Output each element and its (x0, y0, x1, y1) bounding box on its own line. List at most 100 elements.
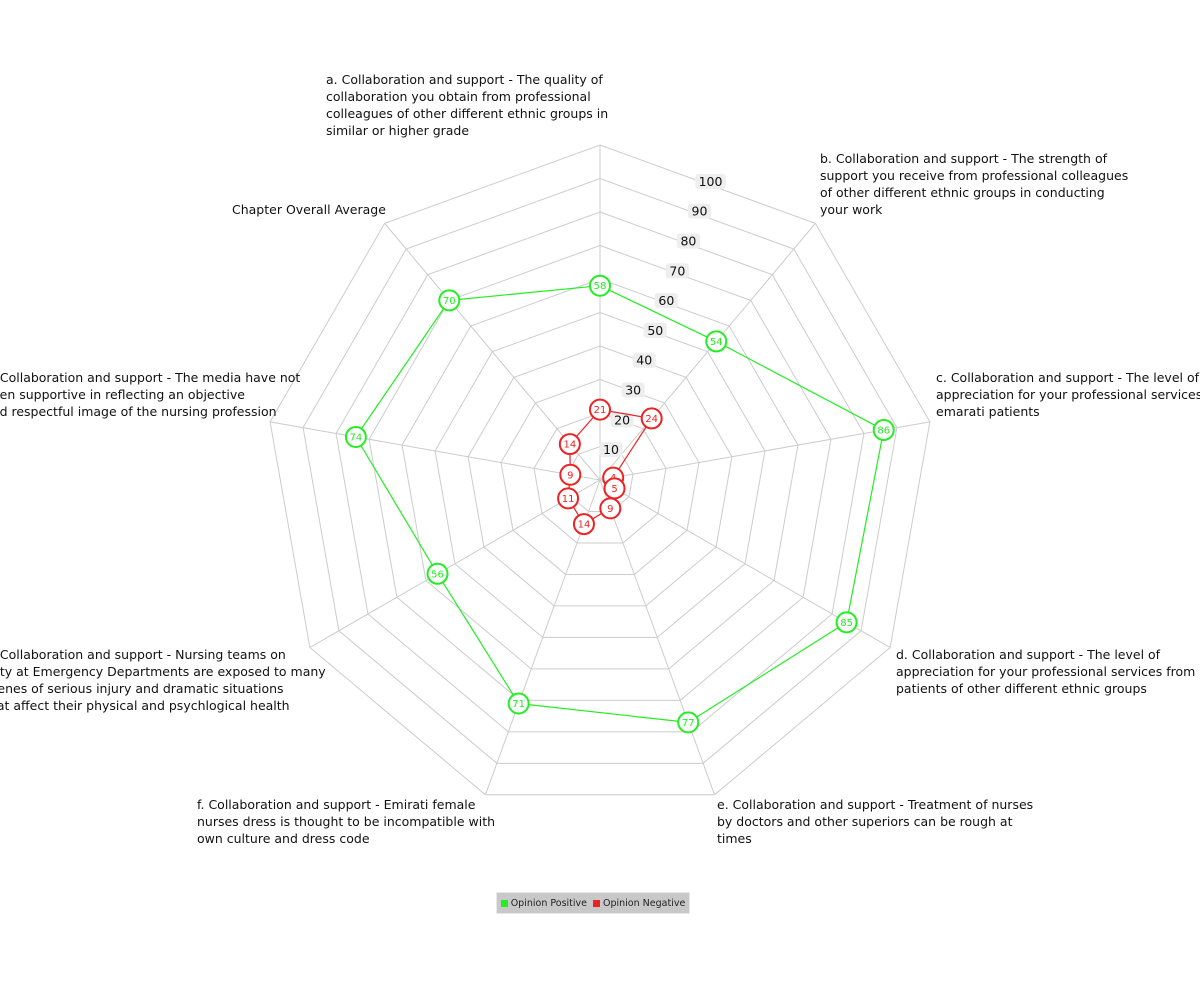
axis-label-line: emarati patients (936, 404, 1040, 419)
grid-ring-70 (368, 244, 832, 701)
tick-label-bg (654, 293, 678, 309)
axis-label-line: h. Collaboration and support - The media… (0, 370, 300, 385)
grid-spoke (599, 223, 816, 481)
tick-label: 60 (658, 293, 674, 308)
data-point (872, 418, 895, 441)
tick-label-bg (610, 412, 634, 428)
axis-label: f. Collaboration and support - Emirati f… (197, 797, 495, 846)
data-point (344, 425, 367, 448)
axis-label-line: and respectful image of the nursing prof… (0, 404, 277, 419)
axis-label-line: collaboration you obtain from profession… (326, 89, 591, 104)
data-point (705, 330, 728, 353)
axis-label-line: patients of other different ethnic group… (896, 681, 1147, 696)
axis-label-line: own culture and dress code (197, 831, 370, 846)
legend-label-positive: Opinion Positive (510, 897, 587, 909)
radar-grid (269, 144, 931, 796)
grid-ring-60 (401, 278, 799, 670)
axis-label: c. Collaboration and support - The level… (936, 370, 1200, 419)
axis-label-line: by doctors and other superiors can be ro… (717, 814, 1013, 829)
grid-spoke (270, 421, 601, 481)
axis-label-line: of other different ethnic groups in cond… (820, 185, 1105, 200)
legend: Opinion Positive Opinion Negative (496, 892, 690, 914)
axis-label-line: your work (820, 202, 883, 217)
axis-label-line: support you receive from professional co… (820, 168, 1128, 183)
axis-label-line: scenes of serious injury and dramatic si… (0, 681, 284, 696)
data-label: 77 (682, 718, 695, 729)
series-line (567, 409, 653, 525)
axis-label: b. Collaboration and support - The stren… (820, 151, 1128, 217)
data-point (835, 611, 858, 634)
data-label: 71 (512, 699, 525, 710)
legend-swatch-negative (593, 899, 600, 907)
data-point (640, 407, 663, 430)
data-label: 9 (607, 504, 613, 515)
tick-label-bg (621, 382, 645, 398)
tick-label: 40 (636, 353, 652, 368)
grid-ring-20 (533, 412, 667, 544)
data-label: 58 (594, 281, 607, 292)
axis-label-line: c. Collaboration and support - The level… (936, 370, 1200, 385)
data-point (599, 497, 622, 520)
tick-label: 80 (680, 233, 696, 248)
data-point (438, 289, 461, 312)
legend-label-negative: Opinion Negative (603, 897, 686, 909)
axis-label: d. Collaboration and support - The level… (896, 647, 1195, 696)
axis-label-line: a. Collaboration and support - The quali… (326, 72, 603, 87)
grid-spoke (309, 479, 601, 648)
axis-label-line: colleagues of other different ethnic gro… (326, 106, 608, 121)
grid-ring-90 (302, 177, 898, 764)
radial-tick-labels: 10 20 30 40 50 60 70 80 90 100 (599, 173, 726, 458)
grid-ring-100 (269, 144, 931, 796)
axis-label: h. Collaboration and support - The media… (0, 370, 300, 419)
axis-label: a. Collaboration and support - The quali… (326, 72, 608, 138)
grid-spoke (599, 479, 716, 795)
data-label: 74 (349, 432, 362, 443)
data-label: 14 (578, 520, 591, 531)
tick-label: 90 (692, 204, 708, 219)
tick-label-bg (632, 352, 656, 368)
axis-label-line: f. Collaboration and support - Emirati f… (197, 797, 476, 812)
data-point (559, 463, 582, 486)
data-label: 24 (645, 414, 658, 425)
tick-label: 100 (699, 174, 723, 189)
data-label: 21 (594, 405, 607, 416)
series-positive: 58 54 86 85 77 71 56 74 70 (344, 274, 895, 734)
axis-label-line: similar or higher grade (326, 123, 469, 138)
legend-swatch-positive (500, 899, 508, 907)
tick-label: 70 (669, 263, 685, 278)
axis-label: e. Collaboration and support - Treatment… (717, 797, 1033, 846)
axis-label-line: d. Collaboration and support - The level… (896, 647, 1161, 662)
axis-label-line: b. Collaboration and support - The stren… (820, 151, 1108, 166)
data-label: 85 (840, 618, 853, 629)
axis-label-line: Chapter Overall Average (232, 202, 386, 217)
grid-ring-50 (434, 311, 766, 638)
data-point (557, 487, 580, 510)
data-label: 70 (443, 296, 456, 307)
data-point (426, 562, 449, 585)
axis-label-line: e. Collaboration and support - Treatment… (717, 797, 1033, 812)
data-point (589, 274, 611, 297)
data-point (572, 513, 595, 536)
data-label: 11 (562, 494, 575, 505)
axis-label-line: been supportive in reflecting an objecti… (0, 387, 245, 402)
tick-label-bg (695, 173, 726, 189)
data-point (507, 692, 530, 715)
data-label: 56 (431, 569, 444, 580)
data-label: 5 (611, 484, 617, 495)
axis-label-line: times (717, 831, 752, 846)
series-negative: 21244591411914 (557, 398, 663, 536)
axis-label-line: nurses dress is thought to be incompatib… (197, 814, 495, 829)
data-point (589, 398, 611, 421)
data-label: 9 (567, 470, 573, 481)
data-label: 54 (710, 337, 723, 348)
tick-label-bg (643, 322, 667, 338)
axis-label-line: g. Collaboration and support - Nursing t… (0, 647, 286, 662)
tick-label: 30 (625, 383, 641, 398)
axis-label-line: duty at Emergency Departments are expose… (0, 664, 326, 679)
series-layer: 58548685777156747021244591411914 (344, 274, 895, 734)
axis-label: Chapter Overall Average (232, 202, 386, 217)
axis-label: g. Collaboration and support - Nursing t… (0, 647, 326, 713)
grid-ring-80 (335, 211, 865, 733)
tick-label: 10 (603, 442, 619, 457)
